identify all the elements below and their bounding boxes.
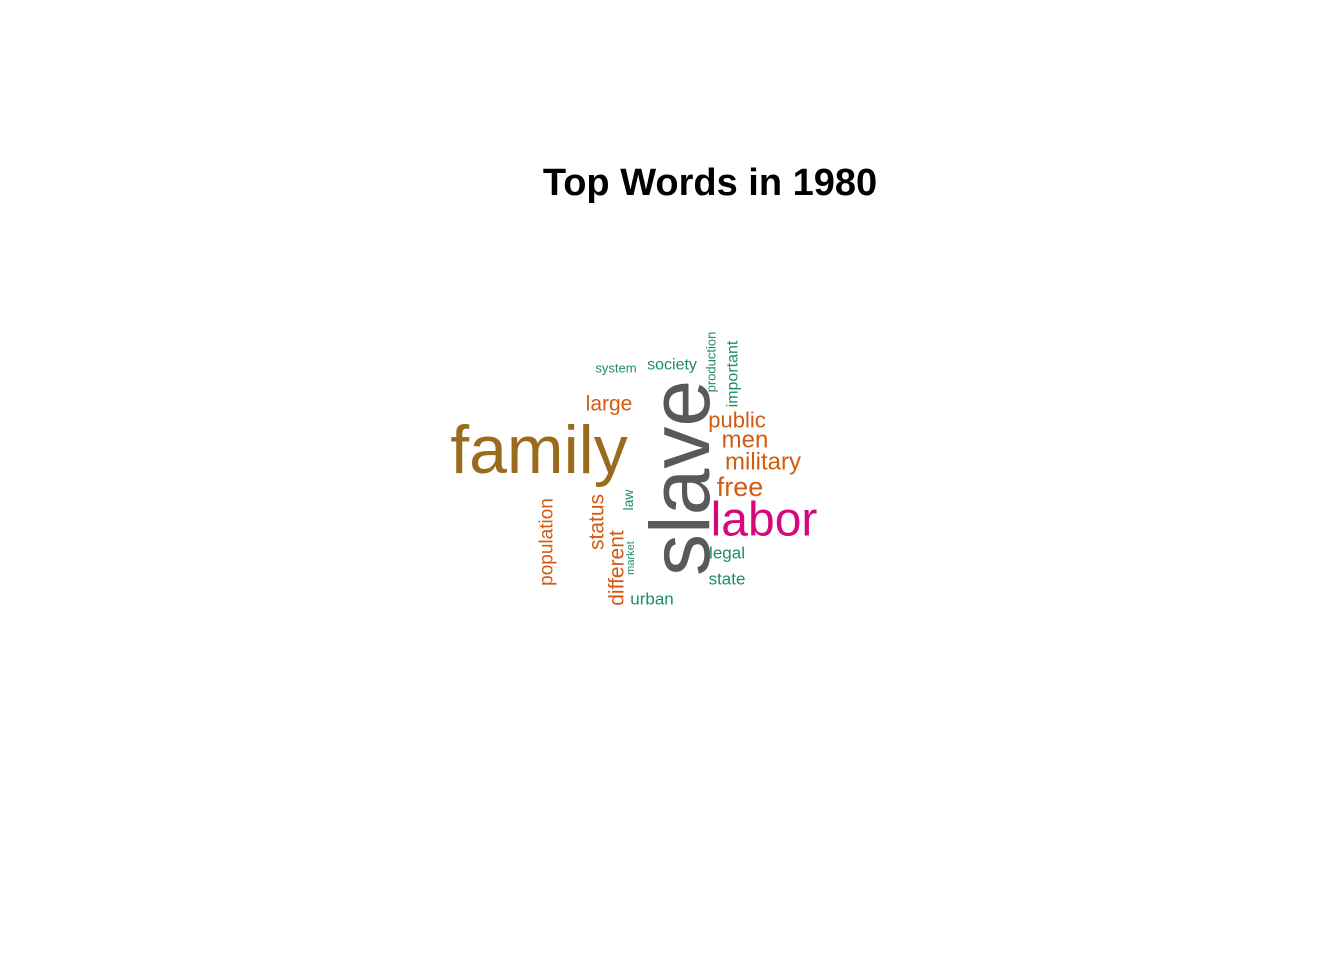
- word-status: status: [586, 494, 609, 550]
- word-legal: legal: [709, 544, 745, 563]
- word-system: system: [595, 361, 636, 376]
- word-urban: urban: [630, 590, 673, 609]
- word-men: men: [722, 427, 769, 454]
- word-family: family: [450, 412, 628, 488]
- word-large: large: [586, 393, 633, 416]
- word-market: market: [625, 541, 637, 575]
- word-free: free: [717, 472, 764, 502]
- cloud-title: Top Words in 1980: [542, 162, 878, 204]
- word-important: important: [725, 340, 742, 407]
- word-law: law: [620, 489, 636, 511]
- word-society: society: [647, 357, 697, 374]
- word-labor: labor: [711, 494, 818, 547]
- word-public: public: [708, 408, 765, 433]
- word-production: production: [704, 332, 719, 393]
- word-slave: slave: [633, 380, 727, 576]
- word-population: population: [537, 498, 558, 586]
- word-state: state: [709, 570, 746, 589]
- word-different: different: [606, 530, 629, 606]
- word-military: military: [725, 449, 801, 476]
